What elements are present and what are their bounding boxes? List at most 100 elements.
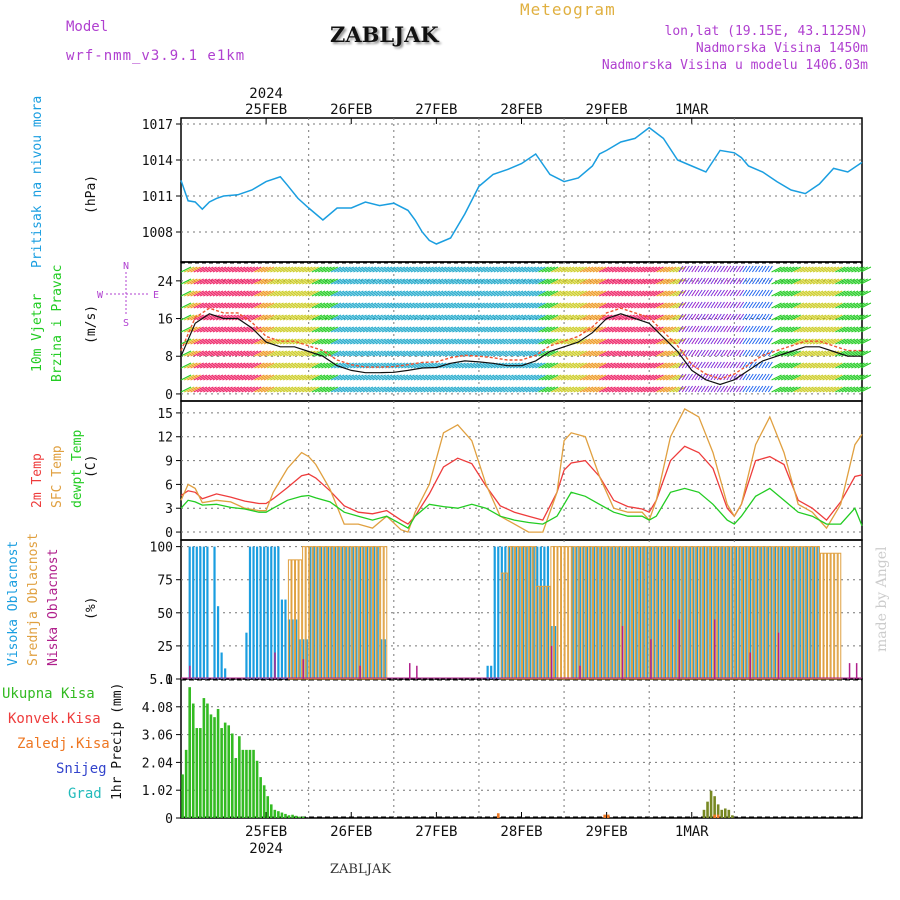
mid-cloud-bar [745,546,750,680]
wind-ylabel-1: 10m Vjetar [30,293,45,372]
high-cloud-bar [529,546,532,679]
ytick-label-3-4: 100 [150,541,173,556]
high-cloud-bar [596,546,599,679]
high-cloud-bar [273,546,276,679]
mid-cloud-bar [688,546,693,680]
mid-cloud-bar [536,585,540,680]
high-cloud-bars [188,546,819,679]
high-cloud-bar [667,546,670,679]
mid-cloud-bar [309,546,313,680]
high-cloud-bar [380,639,383,679]
mid-cloud-bar [522,546,526,680]
precip-ylabel: 1hr Precip (mm) [110,682,125,800]
mid-cloud-bar [706,546,711,680]
total-rain-bar [291,814,294,818]
high-cloud-bar [805,546,808,679]
mid-cloud-bar [795,546,799,680]
ytick-label-0-2: 1014 [142,154,173,169]
mid-cloud-bar [529,546,533,680]
total-rain-bar [706,801,709,818]
high-cloud-bar [291,619,294,679]
high-cloud-bar [277,546,280,679]
high-cloud-bar [621,546,624,679]
mid-cloud-bar [316,546,320,680]
convective-rain-bars [496,813,720,818]
ytick-label-2-2: 6 [165,478,173,493]
high-cloud-bar [351,546,354,679]
high-cloud-bar [798,546,801,679]
total-rain-bar [220,728,223,818]
mid-cloud-bar [699,546,703,680]
total-rain-bar [184,749,188,818]
bottom-day-label-2: 27FEB [415,824,457,840]
high-cloud-bar [614,546,617,679]
total-rain-bar [188,687,191,818]
high-cloud-bar [713,546,716,679]
ytick-label-4-5: 5.1 [150,673,173,688]
ytick-label-0-1: 1011 [142,190,173,205]
high-cloud-bar [532,546,535,679]
high-cloud-bar [326,546,330,679]
mid-cloud-bar [344,546,349,680]
high-cloud-bar [500,546,503,679]
high-cloud-bar [741,546,745,679]
top-day-label-0: 25FEB [245,102,287,118]
ytick-label-0-3: 1017 [142,118,173,133]
mid-cloud-bar [667,546,672,680]
total-rain-bar [284,813,287,818]
high-cloud-bar [362,546,365,679]
mid-cloud-bar [628,546,633,680]
total-rain-bar [223,722,227,818]
high-cloud-bar [575,546,578,679]
temp-ylabel-3: dewpt Temp [70,429,85,508]
mid-cloud-bar [295,559,299,680]
product-title: Meteogram [520,0,616,19]
total-rain-bar [206,703,209,818]
high-cloud-bar [695,546,698,679]
mid-cloud-bar [337,546,342,680]
high-cloud-bar [770,546,773,679]
mid-cloud-bar [639,546,643,680]
mid-cloud-bar [507,546,512,680]
compass-rose: N W E S [97,261,159,326]
low-cloud-bar [579,665,581,679]
ytick-label-3-2: 50 [157,607,173,622]
panel-frame-4 [180,678,863,819]
sfc-temp-line [180,407,863,533]
mid-cloud-bar [334,546,338,680]
mid-cloud-bar [291,559,296,680]
total-rain-bar [266,796,270,818]
mid-cloud-bar [341,546,345,680]
high-cloud-bar [188,546,191,679]
convective-rain-bar [606,814,610,818]
high-cloud-bar [202,546,205,679]
low-cloud-bar [714,619,716,679]
low-cloud-bar [650,639,652,679]
mid-cloud-bar [834,552,838,680]
convective-rain-bar [603,814,606,818]
total-rain-bar [227,725,231,818]
total-rain-bar [702,809,706,818]
high-cloud-bar [522,546,525,679]
mid-cloud-bar [365,546,370,680]
mid-cloud-bar [717,546,721,680]
high-cloud-bar [334,546,337,679]
low-cloud-bar [678,619,681,679]
high-cloud-bar [582,546,585,679]
total-rain-bar [213,717,216,818]
high-cloud-bar [578,546,581,679]
mid-cloud-bar [500,572,505,680]
mid-cloud-bar [373,546,377,680]
high-cloud-bar [369,546,372,679]
total-rain-bar [262,785,266,818]
dewpt-line [180,487,863,529]
mid-cloud-bar [802,546,806,680]
high-cloud-bar [642,546,645,679]
mid-cloud-bar [663,546,668,680]
high-cloud-bar [763,546,766,679]
convective-rain-bar [713,814,716,818]
total-rain-bar [273,809,277,818]
high-cloud-bar [816,546,819,679]
mid-cloud-bar [702,546,707,680]
high-cloud-bar [284,599,287,679]
